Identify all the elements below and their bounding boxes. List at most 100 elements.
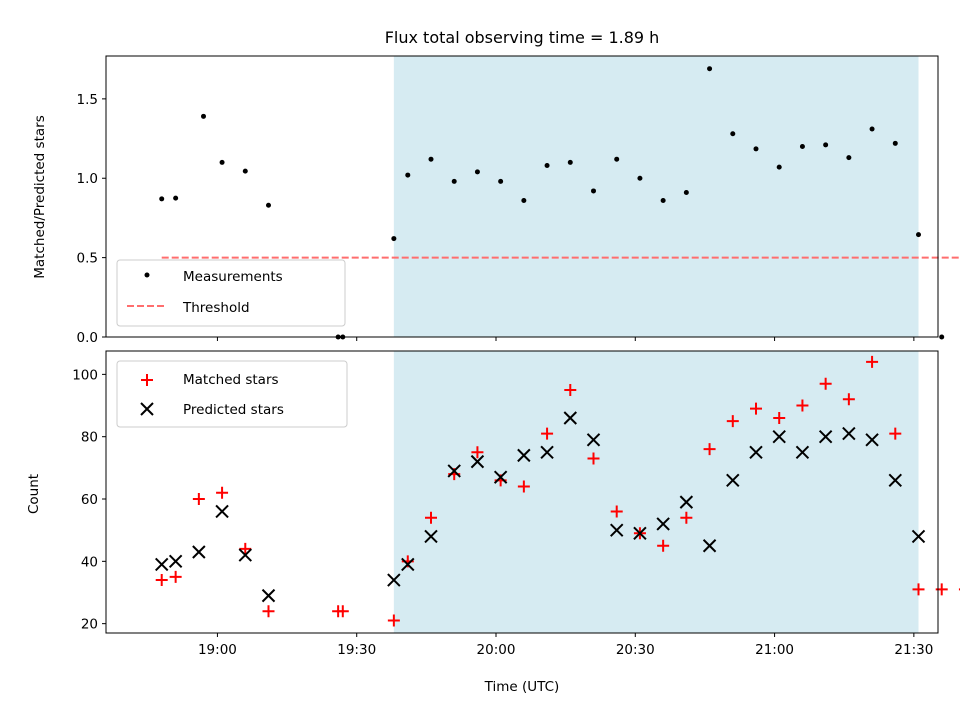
matched-star-point — [336, 605, 349, 618]
count-observing-span — [393, 351, 919, 633]
predicted-star-point — [842, 426, 856, 441]
measurement-point — [544, 163, 550, 169]
matched-star-point — [657, 539, 670, 552]
ratio-y-tick-label: 0.5 — [77, 251, 98, 267]
measurement-point — [567, 159, 573, 165]
measurement-point — [521, 197, 527, 203]
matched-star-point — [169, 570, 182, 583]
measurement-point — [391, 236, 397, 242]
predicted-star-point — [155, 557, 169, 572]
predicted-star-point — [795, 445, 810, 459]
ratio-panel: 0.0 0.5 1.0 1.5 Flux total observing time =… — [32, 28, 960, 346]
measurement-point — [869, 126, 875, 132]
time-x-axis: 19:00 19:30 20:00 20:30 21:00 21:30 — [198, 633, 933, 658]
count-points-layer — [155, 355, 960, 627]
measurement-point — [451, 178, 457, 184]
measurement-point — [660, 197, 666, 203]
measurement-point — [428, 156, 434, 162]
ratio-x-tick-marks — [216, 337, 915, 341]
predicted-star-point — [470, 454, 485, 469]
time-x-tick-label: 20:30 — [616, 642, 655, 658]
matched-star-point — [587, 452, 600, 465]
predicted-star-point — [493, 470, 508, 484]
measurement-point — [683, 190, 689, 196]
matched-star-point — [842, 393, 855, 406]
predicted-star-point — [633, 526, 647, 540]
predicted-star-point — [238, 548, 252, 562]
matched-star-point — [541, 427, 554, 440]
measurement-point — [159, 196, 165, 202]
ratio-y-axis: 0.0 0.5 1.0 1.5 — [77, 92, 106, 346]
predicted-star-point — [387, 573, 401, 587]
predicted-star-point — [911, 529, 926, 544]
predicted-star-point — [749, 445, 763, 459]
matched-star-point — [564, 383, 577, 396]
ratio-legend: Measurements Threshold — [116, 259, 346, 327]
legend-matched-label: Matched stars — [183, 372, 279, 388]
measurement-point — [939, 334, 945, 340]
predicted-star-point — [865, 433, 879, 447]
matched-star-point — [680, 511, 693, 524]
matched-star-point — [796, 399, 809, 412]
predicted-star-point — [424, 529, 438, 544]
ratio-plot-frame — [105, 55, 939, 338]
matched-star-point — [703, 443, 716, 456]
measurement-point — [266, 202, 271, 208]
measurement-point — [474, 169, 480, 175]
measurement-point — [707, 66, 713, 72]
matched-star-point — [610, 505, 623, 518]
measurement-point — [846, 155, 852, 161]
measurement-point — [614, 156, 620, 162]
count-y-tick-label: 80 — [81, 430, 98, 446]
ratio-y-tick-label: 1.5 — [77, 92, 98, 108]
legend-predicted-marker — [140, 402, 154, 416]
measurement-point — [776, 164, 782, 170]
matched-star-point — [889, 427, 902, 440]
predicted-star-point — [702, 539, 717, 553]
predicted-star-point — [401, 557, 415, 572]
time-x-axis-label: Time (UTC) — [484, 679, 560, 695]
legend-predicted-label: Predicted stars — [183, 402, 284, 418]
predicted-star-point — [517, 448, 531, 463]
measurement-point — [498, 178, 504, 184]
ratio-y-axis-label: Matched/Predicted stars — [32, 115, 48, 278]
count-legend: Matched stars Predicted stars — [116, 360, 348, 428]
matched-star-point — [750, 402, 762, 415]
time-x-tick-label: 21:30 — [894, 642, 933, 658]
predicted-star-point — [726, 473, 740, 488]
predicted-star-point — [610, 523, 624, 537]
predicted-star-point — [656, 517, 670, 531]
measurement-point — [242, 168, 248, 174]
ratio-y-tick-label: 0.0 — [77, 330, 98, 346]
count-y-tick-label: 100 — [72, 367, 98, 383]
top-highlight-layer — [393, 56, 919, 337]
count-y-tick-label: 40 — [81, 554, 98, 570]
matched-star-point — [192, 493, 205, 506]
predicted-star-point — [818, 429, 833, 444]
matched-star-point — [726, 415, 739, 428]
measurement-point — [799, 143, 805, 149]
matched-star-point — [471, 446, 484, 459]
predicted-star-point — [215, 504, 229, 519]
predicted-star-point — [586, 433, 601, 447]
matched-star-point — [912, 583, 925, 596]
matched-star-point — [866, 355, 879, 368]
ratio-legend-box — [116, 259, 346, 327]
matched-star-point — [773, 411, 786, 424]
time-x-tick-label: 21:00 — [755, 642, 794, 658]
predicted-star-point — [261, 588, 276, 603]
measurement-point — [173, 195, 179, 201]
time-x-tick-label: 19:00 — [198, 642, 237, 658]
predicted-star-point — [447, 464, 461, 478]
legend-measurements-label: Measurements — [183, 269, 283, 285]
ratio-y-tick-label: 1.0 — [77, 171, 98, 187]
predicted-star-point — [540, 445, 554, 459]
measurement-points-layer — [159, 66, 945, 340]
count-legend-box — [116, 360, 348, 428]
matched-star-point — [819, 377, 832, 390]
legend-threshold-label: Threshold — [182, 300, 250, 316]
measurement-point — [591, 188, 596, 194]
measurement-point — [219, 159, 225, 165]
matched-star-point — [239, 542, 252, 555]
